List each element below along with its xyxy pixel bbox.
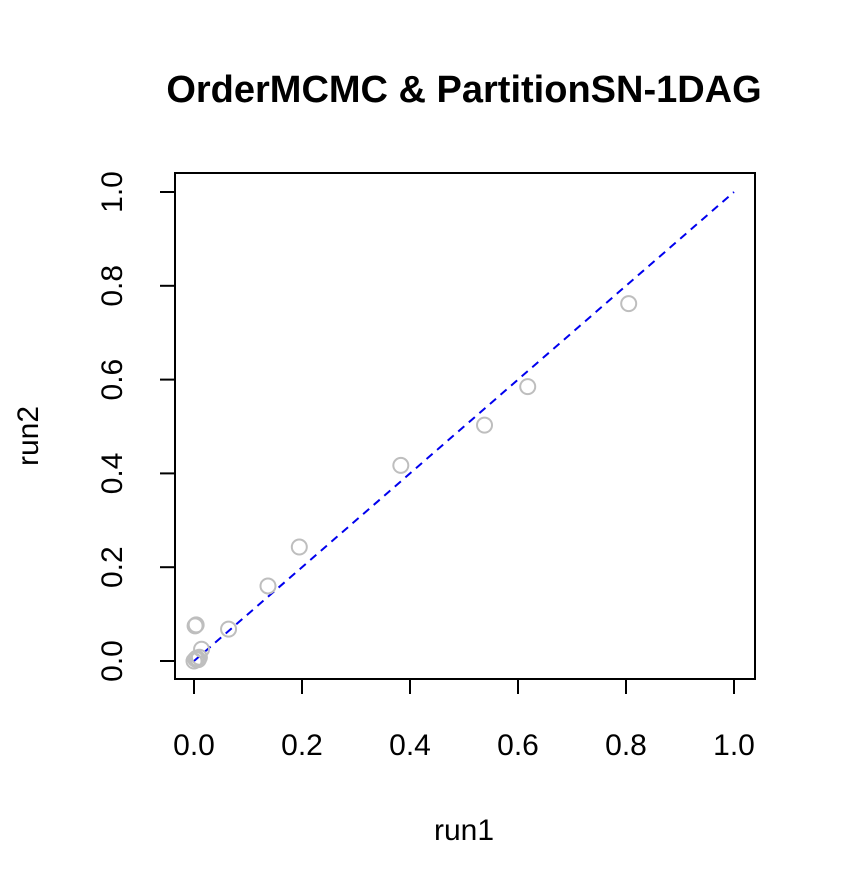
data-point <box>392 456 410 474</box>
x-axis-label: run1 <box>434 814 494 847</box>
x-tick-label: 0.4 <box>389 729 431 762</box>
data-point <box>259 577 277 595</box>
reference-line <box>193 191 735 662</box>
data-point <box>290 538 308 556</box>
x-tick-label: 1.0 <box>713 729 755 762</box>
x-tick-label: 0.0 <box>173 729 215 762</box>
y-tick-label: 0.4 <box>96 453 129 495</box>
data-point <box>193 640 211 658</box>
data-point <box>190 648 208 666</box>
data-point <box>220 620 238 638</box>
data-point <box>187 616 205 634</box>
y-tick-label: 1.0 <box>96 171 129 213</box>
y-axis: 0.0 0.2 0.4 0.6 0.8 1.0 <box>96 171 176 682</box>
data-point <box>620 295 638 313</box>
y-tick-label: 0.0 <box>96 640 129 682</box>
x-tick-label: 0.2 <box>281 729 323 762</box>
data-point <box>476 416 494 434</box>
data-point <box>519 378 537 396</box>
y-tick-label: 0.6 <box>96 359 129 401</box>
y-tick-label: 0.2 <box>96 546 129 588</box>
chart-title: OrderMCMC & PartitionSN-1DAG <box>166 69 761 111</box>
x-tick-label: 0.8 <box>605 729 647 762</box>
y-tick-label: 0.8 <box>96 265 129 307</box>
y-axis-label: run2 <box>12 406 45 466</box>
x-tick-label: 0.6 <box>497 729 539 762</box>
data-points <box>185 295 638 670</box>
x-axis: 0.0 0.2 0.4 0.6 0.8 1.0 <box>173 678 755 762</box>
